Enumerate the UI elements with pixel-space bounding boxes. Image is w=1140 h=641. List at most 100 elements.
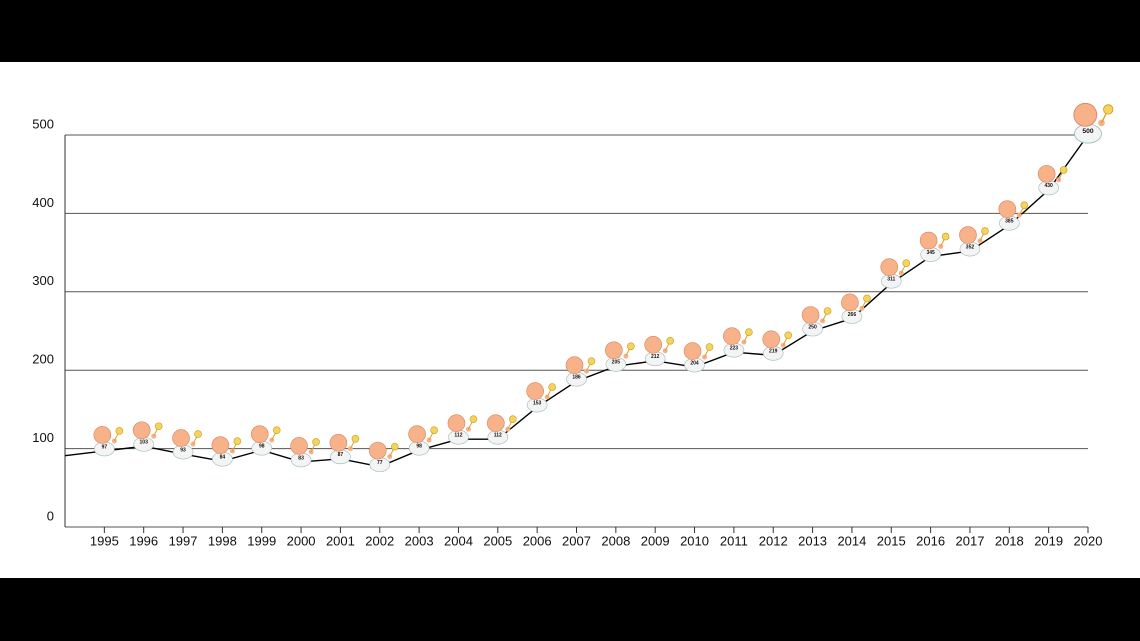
baby-marker: 112: [487, 414, 517, 445]
data-label: 77: [377, 460, 383, 466]
marker-head: [959, 226, 977, 244]
marker-head: [683, 342, 702, 360]
bottom-band: [0, 578, 1140, 641]
marker-head: [880, 258, 899, 276]
marker-head: [565, 356, 584, 374]
rattle: [548, 383, 556, 391]
rattle: [1020, 201, 1029, 209]
marker-head: [801, 306, 820, 324]
marker-head: [919, 231, 938, 250]
data-label: 186: [572, 375, 581, 381]
data-label: 205: [612, 360, 621, 366]
x-tick-label: 2005: [483, 533, 512, 548]
x-tick-label: 2003: [405, 533, 434, 548]
baby-marker: 103: [132, 421, 163, 452]
marker-head: [93, 426, 112, 444]
rattle: [509, 415, 517, 423]
rattle: [272, 426, 281, 434]
marker-head: [487, 414, 505, 432]
baby-marker: 87: [329, 433, 360, 465]
data-label: 212: [651, 354, 660, 360]
x-tick-label: 1995: [90, 533, 119, 548]
y-tick-label: 400: [32, 195, 54, 210]
marker-head: [605, 341, 623, 360]
y-tick-label: 100: [32, 430, 54, 445]
data-label: 500: [1082, 128, 1094, 135]
rattle: [233, 437, 242, 445]
rattle: [666, 336, 674, 345]
marker-head: [250, 425, 269, 443]
baby-marker: 385: [998, 200, 1029, 231]
x-tick-label: 2009: [641, 533, 670, 548]
marker-head: [1037, 165, 1056, 183]
rattle: [627, 342, 635, 351]
x-tick-label: 2001: [326, 533, 355, 548]
data-label: 83: [298, 455, 304, 461]
x-tick-label: 2006: [523, 533, 552, 548]
rattle: [863, 294, 871, 303]
x-tick-label: 2016: [916, 533, 945, 548]
x-tick-label: 2007: [562, 533, 591, 548]
baby-marker: 97: [93, 426, 124, 457]
y-tick-label: 500: [32, 116, 54, 131]
marker-head: [644, 335, 662, 354]
baby-marker: 98: [408, 425, 438, 456]
marker-hand: [1098, 119, 1105, 127]
baby-marker: 223: [723, 327, 753, 358]
x-tick-label: 2010: [680, 533, 709, 548]
marker-head: [526, 382, 544, 400]
baby-marker: 205: [605, 341, 635, 372]
marker-head: [132, 421, 151, 440]
rattle: [745, 328, 753, 336]
rattle: [784, 331, 793, 340]
marker-head: [723, 327, 741, 345]
baby-marker: 153: [526, 382, 556, 413]
top-band: [0, 0, 1140, 62]
x-tick-label: 2015: [877, 533, 906, 548]
x-tick-label: 1999: [247, 533, 276, 548]
x-tick-label: 2013: [798, 533, 827, 548]
marker-head: [447, 414, 466, 432]
data-label: 153: [533, 400, 542, 406]
y-tick-label: 200: [32, 352, 54, 367]
baby-marker: 77: [368, 441, 399, 472]
rattle: [1059, 166, 1068, 174]
rattle: [823, 307, 832, 315]
marker-head: [329, 433, 348, 452]
baby-marker: 212: [644, 335, 674, 367]
data-label: 204: [690, 360, 699, 366]
marker-head: [172, 429, 190, 447]
x-tick-label: 2004: [444, 533, 473, 548]
data-label: 103: [140, 440, 149, 446]
x-tick-label: 2019: [1034, 533, 1063, 548]
baby-marker: 204: [683, 342, 714, 373]
data-label: 250: [808, 324, 817, 330]
marker-head: [368, 441, 387, 460]
marker-head: [408, 425, 426, 443]
x-tick-label: 2011: [720, 533, 748, 548]
baby-marker: 98: [250, 425, 281, 456]
rattle: [312, 438, 320, 446]
data-label: 112: [494, 433, 502, 439]
chart-area: [0, 62, 1140, 578]
marker-head: [841, 293, 859, 312]
data-label: 352: [966, 244, 975, 250]
baby-marker: 186: [565, 356, 596, 387]
baby-marker: 93: [172, 429, 202, 460]
x-tick-label: 2014: [837, 533, 866, 548]
marker-head: [211, 436, 230, 454]
x-tick-label: 2017: [956, 533, 985, 548]
data-label: 112: [454, 433, 462, 439]
data-label: 87: [338, 452, 344, 458]
baby-marker: 352: [959, 226, 989, 257]
data-label: 84: [220, 454, 226, 460]
data-label: 97: [102, 444, 108, 450]
data-label: 345: [926, 250, 935, 256]
baby-marker: 250: [801, 306, 832, 337]
rattle: [705, 343, 714, 351]
x-tick-label: 1998: [208, 533, 237, 548]
rattle: [587, 357, 596, 365]
x-tick-label: 1997: [169, 533, 198, 548]
baby-marker: 84: [211, 436, 242, 467]
